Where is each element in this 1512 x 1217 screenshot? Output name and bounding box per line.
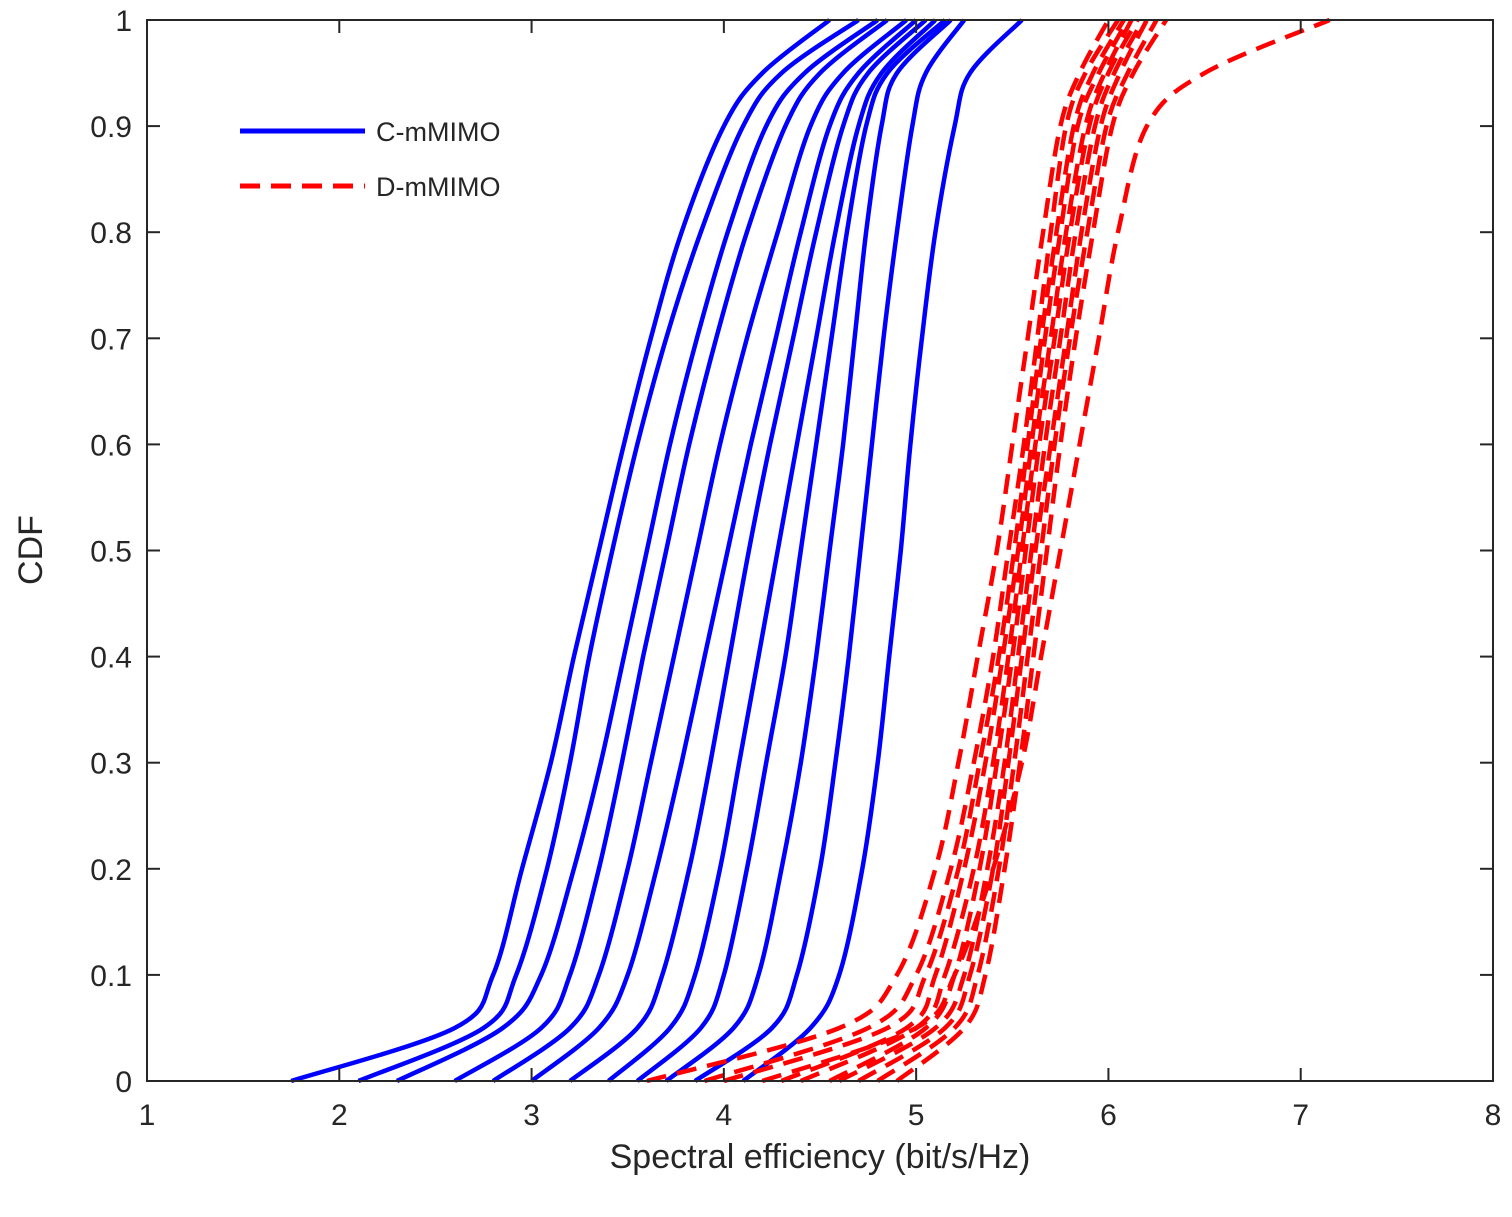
y-axis-label: CDF xyxy=(12,515,50,585)
series-d-mmimo xyxy=(646,17,1331,1084)
d-mmimo-curve xyxy=(646,18,1111,1084)
c-mmimo-curve xyxy=(607,18,937,1083)
x-tick-label: 7 xyxy=(1292,1099,1309,1132)
x-tick-label: 8 xyxy=(1485,1099,1502,1132)
legend: C-mMIMO D-mMIMO xyxy=(240,117,500,202)
c-mmimo-curve xyxy=(568,18,928,1083)
c-mmimo-curve xyxy=(357,18,860,1084)
c-mmimo-curve xyxy=(664,18,953,1083)
y-tick-label: 0 xyxy=(115,1066,132,1099)
d-mmimo-curve xyxy=(857,18,1149,1083)
x-axis-ticks xyxy=(146,20,1494,1081)
d-mmimo-curve xyxy=(703,18,1120,1084)
legend-label-d-mmimo: D-mMIMO xyxy=(376,172,500,202)
axes-background xyxy=(147,20,1493,1081)
x-tick-label: 1 xyxy=(139,1099,156,1132)
x-axis-label: Spectral efficiency (bit/s/Hz) xyxy=(610,1138,1031,1176)
c-mmimo-curve xyxy=(290,18,831,1084)
x-axis-tick-labels: 1 2 3 4 5 6 7 8 xyxy=(139,1099,1502,1132)
y-tick-label: 0.7 xyxy=(90,323,132,356)
y-tick-label: 0.9 xyxy=(90,111,132,144)
y-tick-label: 0.8 xyxy=(90,217,132,250)
plot-area xyxy=(146,17,1494,1084)
x-tick-label: 4 xyxy=(716,1099,733,1132)
y-tick-label: 0.4 xyxy=(90,642,132,675)
y-tick-label: 0.1 xyxy=(90,960,132,993)
x-tick-label: 5 xyxy=(908,1099,925,1132)
c-mmimo-curve xyxy=(693,18,967,1083)
y-tick-label: 0.6 xyxy=(90,429,132,462)
d-mmimo-curve xyxy=(723,18,1126,1084)
series-c-mmimo xyxy=(290,18,1024,1084)
c-mmimo-curve xyxy=(635,18,947,1083)
y-tick-label: 0.2 xyxy=(90,854,132,887)
d-mmimo-curve xyxy=(895,18,1169,1083)
d-mmimo-curve xyxy=(876,18,1159,1083)
d-mmimo-curve xyxy=(780,18,1130,1084)
y-tick-label: 0.3 xyxy=(90,748,132,781)
y-tick-label: 1 xyxy=(115,5,132,38)
c-mmimo-curve xyxy=(453,18,889,1083)
y-tick-label: 0.5 xyxy=(90,536,132,569)
c-mmimo-curve xyxy=(491,18,908,1083)
d-mmimo-curve xyxy=(838,18,1145,1083)
y-axis-ticks xyxy=(147,19,1493,1082)
legend-label-c-mmimo: C-mMIMO xyxy=(376,117,500,147)
x-tick-label: 6 xyxy=(1100,1099,1117,1132)
series-layer xyxy=(290,17,1331,1084)
x-tick-label: 2 xyxy=(331,1099,348,1132)
d-mmimo-curve xyxy=(799,18,1134,1084)
c-mmimo-curve xyxy=(741,18,1024,1083)
x-tick-label: 3 xyxy=(523,1099,540,1132)
c-mmimo-curve xyxy=(530,18,918,1083)
y-axis-tick-labels: 0 0.1 0.2 0.3 0.4 0.5 0.6 0.7 0.8 0.9 1 xyxy=(90,5,132,1099)
d-mmimo-curve xyxy=(761,17,1331,1084)
c-mmimo-curve xyxy=(395,18,880,1084)
